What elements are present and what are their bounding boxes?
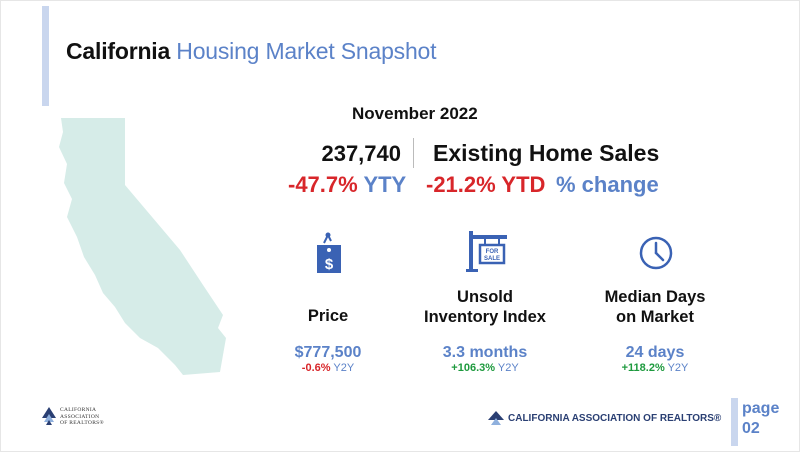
price-change-value: -0.6%	[301, 362, 331, 374]
inventory-value: 3.3 months	[442, 344, 528, 361]
for-sale-sign-icon: FOR SALE	[466, 231, 507, 272]
page-label: page	[742, 400, 780, 417]
price-label: Price	[307, 307, 349, 325]
slide-title: California Housing Market Snapshot	[66, 38, 437, 65]
inventory-label-line1: Unsold	[457, 288, 513, 306]
report-date: November 2022	[352, 104, 478, 123]
yty-value: -47.7%	[288, 172, 358, 197]
left-logo-line3: OF REALTORS®	[60, 420, 104, 426]
car-logo-icon	[42, 407, 56, 425]
title-state: California	[66, 38, 171, 64]
title-accent-bar	[42, 6, 49, 106]
left-logo-line1: CALIFORNIA	[60, 407, 97, 413]
inventory-label-line2: Inventory Index	[424, 308, 546, 326]
association-name: CALIFORNIA ASSOCIATION OF REALTORS®	[508, 413, 722, 424]
vertical-divider	[413, 138, 414, 168]
left-logo-line2: ASSOCIATION	[60, 413, 100, 420]
inventory-change: +106.3% Y2Y	[425, 362, 545, 374]
days-label-line2: on Market	[616, 308, 694, 326]
ytd-change: -21.2% YTD	[426, 172, 546, 197]
sales-label: Existing Home Sales	[433, 140, 660, 166]
association-logo-icon	[488, 411, 504, 425]
left-logo-text: CALIFORNIA ASSOCIATION OF REALTORS®	[60, 407, 104, 427]
price-change-unit: Y2Y	[333, 362, 355, 374]
price-change: -0.6% Y2Y	[278, 362, 378, 374]
days-label-line1: Median Days	[604, 288, 706, 306]
clock-icon	[639, 236, 673, 270]
pct-change-label: % change	[556, 172, 659, 197]
inventory-change-value: +106.3%	[451, 362, 496, 374]
svg-text:$: $	[325, 256, 334, 273]
inventory-label: Unsold Inventory Index	[410, 287, 560, 327]
svg-text:SALE: SALE	[484, 256, 500, 262]
days-change-value: +118.2%	[621, 362, 665, 374]
yty-unit: YTY	[363, 172, 407, 197]
price-tag-icon: $	[317, 232, 341, 273]
california-map-icon	[59, 118, 226, 375]
days-change-unit: Y2Y	[667, 362, 689, 374]
sales-value: 237,740	[321, 141, 401, 166]
days-on-market-label: Median Days on Market	[585, 287, 725, 327]
svg-text:FOR: FOR	[486, 249, 499, 255]
inventory-change-unit: Y2Y	[497, 362, 519, 374]
days-on-market-value: 24 days	[625, 344, 685, 361]
page-number: 02	[742, 420, 760, 437]
title-subject: Housing Market Snapshot	[176, 38, 437, 64]
price-value: $777,500	[294, 344, 362, 361]
yty-change: -47.7% YTY	[288, 172, 406, 198]
days-on-market-change: +118.2% Y2Y	[600, 362, 710, 374]
page-accent-bar	[731, 398, 738, 446]
